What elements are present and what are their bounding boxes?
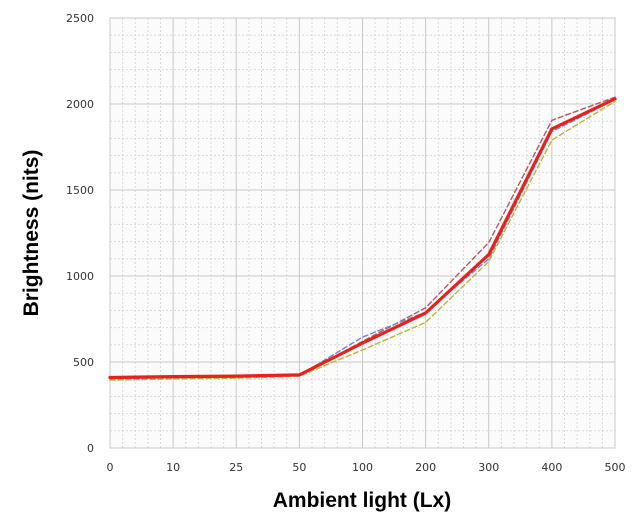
grid <box>109 17 616 449</box>
x-tick-label: 50 <box>292 461 306 474</box>
x-tick-label: 300 <box>478 461 499 474</box>
x-tick-label: 25 <box>229 461 243 474</box>
y-tick-label: 1000 <box>66 270 94 283</box>
x-tick-label: 400 <box>541 461 562 474</box>
series-group <box>108 96 617 381</box>
y-axis-ticks: 0 500 1000 1500 2000 2500 <box>66 12 94 455</box>
x-tick-label: 0 <box>107 461 114 474</box>
x-tick-label: 100 <box>352 461 373 474</box>
x-axis-title: Ambient light (Lx) <box>273 489 451 512</box>
y-tick-label: 2000 <box>66 98 94 111</box>
y-tick-label: 500 <box>73 356 94 369</box>
y-tick-label: 1500 <box>66 184 94 197</box>
x-tick-label: 10 <box>166 461 180 474</box>
y-tick-label: 0 <box>87 442 94 455</box>
x-tick-label: 500 <box>605 461 626 474</box>
y-tick-label: 2500 <box>66 12 94 25</box>
series-line-dashed <box>109 100 616 381</box>
series-line-main <box>108 97 617 380</box>
x-tick-label: 200 <box>415 461 436 474</box>
y-axis-title: Brightness (nits) <box>20 150 43 317</box>
x-axis-ticks: 0 10 25 50 100 200 300 400 500 <box>107 461 626 474</box>
